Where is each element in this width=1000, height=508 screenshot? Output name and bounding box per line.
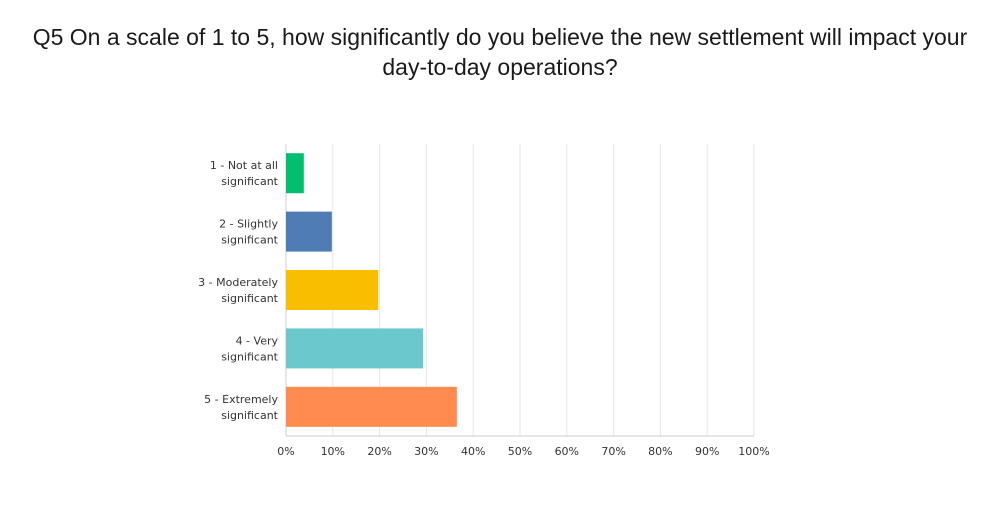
- x-tick-label: 20%: [367, 445, 391, 458]
- x-tick-label: 10%: [321, 445, 345, 458]
- category-label: significant: [221, 409, 278, 422]
- category-label: significant: [221, 175, 278, 188]
- category-label: significant: [221, 292, 278, 305]
- category-label: 4 - Very: [236, 334, 279, 347]
- x-tick-label: 70%: [601, 445, 625, 458]
- x-tick-label: 80%: [648, 445, 672, 458]
- category-label: significant: [221, 234, 278, 247]
- bar: [286, 386, 457, 427]
- bar: [286, 153, 304, 194]
- x-tick-label: 0%: [277, 445, 294, 458]
- x-tick-label: 30%: [414, 445, 438, 458]
- bar: [286, 211, 332, 252]
- category-label: 1 - Not at all: [210, 159, 278, 172]
- bar: [286, 328, 424, 369]
- chart-title-line-1: Q5 On a scale of 1 to 5, how significant…: [32, 24, 968, 50]
- x-tick-label: 90%: [695, 445, 719, 458]
- category-label: 3 - Moderately: [198, 276, 278, 289]
- x-tick-label: 60%: [555, 445, 579, 458]
- chart-title-line-2: day-to-day operations?: [382, 54, 618, 80]
- x-tick-label: 50%: [508, 445, 532, 458]
- category-label: significant: [221, 350, 278, 363]
- bar: [286, 270, 379, 310]
- x-tick-label: 40%: [461, 445, 485, 458]
- x-tick-label: 100%: [738, 445, 769, 458]
- category-label: 5 - Extremely: [204, 393, 278, 406]
- chart-title: Q5 On a scale of 1 to 5, how significant…: [0, 22, 1000, 82]
- category-label: 2 - Slightly: [219, 218, 278, 231]
